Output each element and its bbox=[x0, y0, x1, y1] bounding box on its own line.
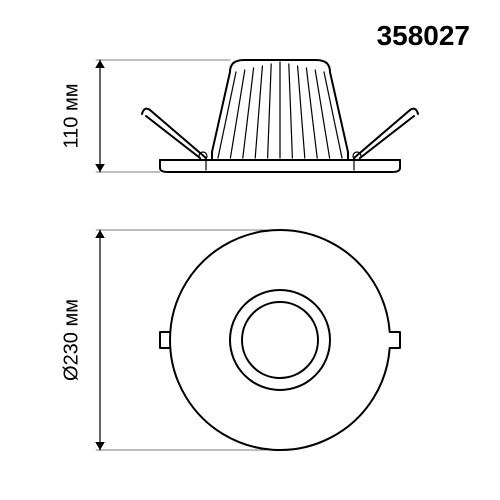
height-dimension-label: 110 мм bbox=[61, 84, 84, 149]
technical-drawing bbox=[0, 0, 500, 500]
diagram-canvas: 358027 110 мм Ø230 мм bbox=[0, 0, 500, 500]
diameter-dimension-label: Ø230 мм bbox=[61, 299, 84, 381]
